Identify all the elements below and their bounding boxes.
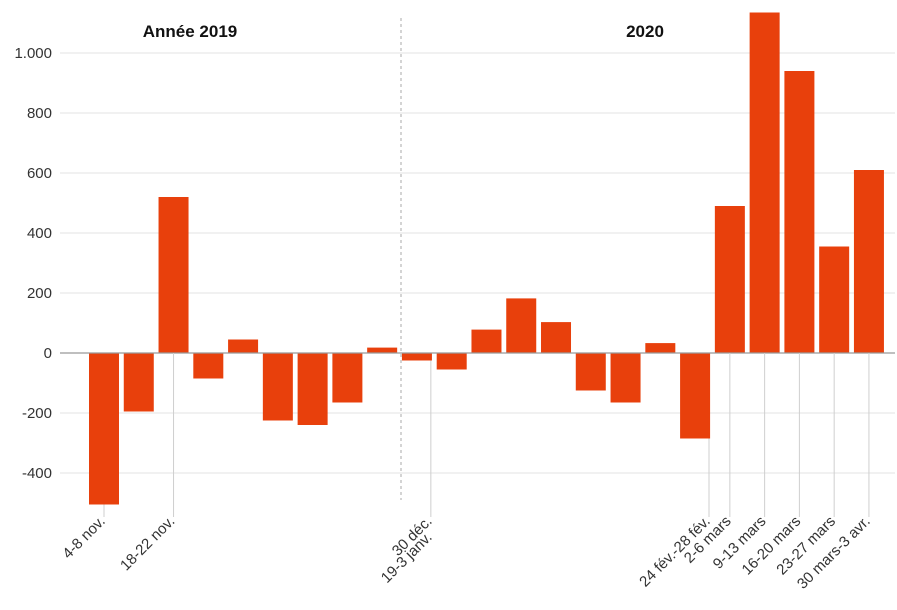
header-2019: Année 2019 (143, 22, 238, 41)
bar (332, 353, 363, 403)
x-tick-label: 18-22 nov. (117, 513, 178, 574)
y-tick-label: -400 (22, 465, 52, 482)
bar (297, 353, 328, 425)
bar (506, 298, 537, 353)
y-tick-label: 200 (27, 285, 52, 302)
bar (367, 347, 398, 353)
bar (784, 71, 815, 353)
y-tick-label: 600 (27, 165, 52, 182)
y-tick-label: 1.000 (14, 45, 52, 62)
bar (123, 353, 154, 412)
bar (749, 12, 780, 353)
bar (89, 353, 119, 505)
bar (853, 170, 884, 353)
bar (401, 353, 432, 361)
bar (228, 339, 259, 353)
bar (158, 197, 189, 353)
bar (541, 322, 572, 353)
bars-layer (89, 12, 884, 505)
bar (610, 353, 641, 403)
bar (575, 353, 606, 391)
grid-layer (60, 52, 895, 474)
bar (819, 246, 850, 353)
y-axis-ticks: -400 -200 0 200 400 600 800 1.000 (14, 45, 52, 482)
x-tick-label: 4-8 nov. (59, 513, 109, 563)
bar (262, 353, 293, 421)
y-tick-label: 800 (27, 105, 52, 122)
y-tick-label: 400 (27, 225, 52, 242)
bar (714, 206, 745, 353)
bar (680, 353, 711, 439)
bar (645, 343, 676, 353)
bar (193, 353, 224, 379)
bar (436, 353, 467, 370)
bar (471, 329, 502, 353)
y-tick-label: -200 (22, 405, 52, 422)
y-tick-label: 0 (44, 345, 52, 362)
header-2020: 2020 (626, 22, 664, 41)
